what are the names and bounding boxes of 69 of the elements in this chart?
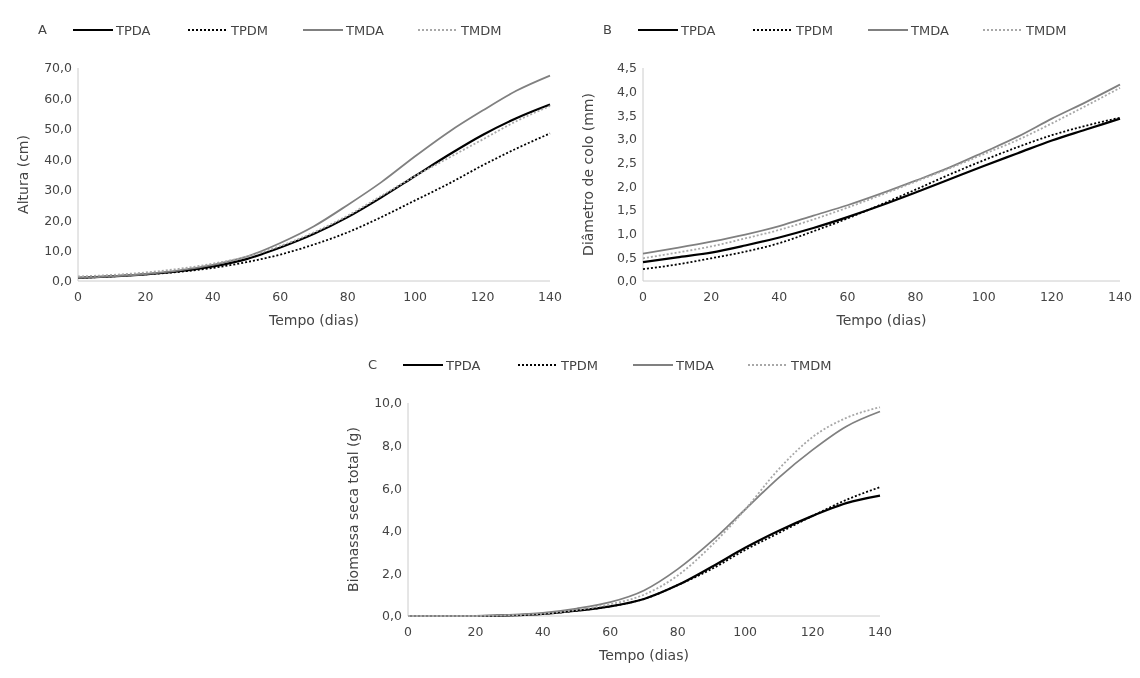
y-tick-label: 0,0: [617, 273, 638, 289]
x-tick-label: 140: [1108, 289, 1132, 304]
chart-title: B: [603, 22, 612, 37]
chart-title: A: [38, 22, 47, 37]
y-axis-title: Biomassa seca total (g): [345, 427, 361, 592]
y-tick-label: 10,0: [374, 395, 403, 411]
y-tick-label: 40,0: [44, 151, 73, 167]
y-tick-label: 70,0: [44, 60, 73, 76]
y-tick-label: 6,0: [382, 480, 403, 496]
legend-label: TMDA: [345, 23, 384, 38]
y-axis-title: Altura (cm): [15, 135, 31, 214]
x-tick-label: 80: [339, 289, 356, 304]
x-axis-title: Tempo (dias): [835, 312, 927, 328]
x-tick-label: 20: [467, 624, 484, 639]
x-tick-label: 80: [669, 624, 686, 639]
x-tick-label: 40: [534, 624, 551, 639]
x-axis-title: Tempo (dias): [268, 312, 359, 328]
legend-label: TPDM: [560, 358, 599, 373]
chart-title: C: [368, 357, 378, 372]
x-tick-label: 120: [800, 624, 825, 639]
legend-label: TMDM: [790, 358, 832, 373]
legend-label: TMDM: [460, 23, 502, 38]
x-tick-label: 120: [470, 289, 495, 304]
x-tick-label: 0: [639, 289, 648, 304]
x-tick-label: 40: [204, 289, 221, 304]
y-tick-label: 20,0: [44, 212, 73, 228]
legend-label: TMDM: [1025, 23, 1067, 38]
x-tick-label: 80: [907, 289, 924, 304]
x-tick-label: 60: [602, 624, 619, 639]
y-tick-label: 4,0: [382, 523, 403, 539]
x-tick-label: 20: [137, 289, 154, 304]
y-axis-title: Diâmetro de colo (mm): [580, 93, 596, 256]
legend-label: TPDM: [230, 23, 269, 38]
legend-label: TPDA: [680, 23, 716, 38]
x-tick-label: 100: [971, 289, 996, 304]
x-tick-label: 40: [771, 289, 788, 304]
y-tick-label: 1,5: [617, 202, 637, 218]
y-tick-label: 0,0: [382, 608, 403, 624]
legend-label: TPDA: [445, 358, 481, 373]
x-tick-label: 60: [839, 289, 856, 304]
y-tick-label: 2,0: [617, 178, 638, 194]
legend-label: TMDA: [910, 23, 949, 38]
x-tick-label: 20: [703, 289, 720, 304]
y-tick-label: 10,0: [44, 242, 73, 258]
legend-label: TPDA: [115, 23, 151, 38]
legend-label: TPDM: [795, 23, 834, 38]
y-tick-label: 8,0: [382, 437, 403, 453]
x-tick-label: 60: [272, 289, 289, 304]
x-tick-label: 0: [404, 624, 413, 639]
legend-label: TMDA: [675, 358, 714, 373]
y-tick-label: 1,0: [617, 226, 638, 242]
y-tick-label: 60,0: [44, 90, 73, 106]
y-tick-label: 0,0: [52, 273, 73, 289]
x-tick-label: 140: [538, 289, 562, 304]
y-tick-label: 2,5: [617, 155, 637, 171]
y-tick-label: 50,0: [44, 121, 73, 137]
y-tick-label: 2,0: [382, 565, 403, 581]
x-tick-label: 140: [868, 624, 892, 639]
y-tick-label: 3,5: [617, 107, 637, 123]
x-tick-label: 100: [733, 624, 758, 639]
y-tick-label: 4,5: [617, 60, 637, 76]
y-tick-label: 3,0: [617, 131, 638, 147]
y-tick-label: 0,5: [617, 249, 637, 265]
y-tick-label: 30,0: [44, 182, 73, 198]
x-tick-label: 100: [403, 289, 428, 304]
x-tick-label: 120: [1039, 289, 1064, 304]
x-tick-label: 0: [74, 289, 83, 304]
y-tick-label: 4,0: [617, 84, 638, 100]
x-axis-title: Tempo (dias): [598, 647, 689, 663]
